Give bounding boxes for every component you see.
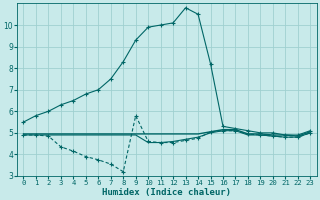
X-axis label: Humidex (Indice chaleur): Humidex (Indice chaleur)	[102, 188, 231, 197]
